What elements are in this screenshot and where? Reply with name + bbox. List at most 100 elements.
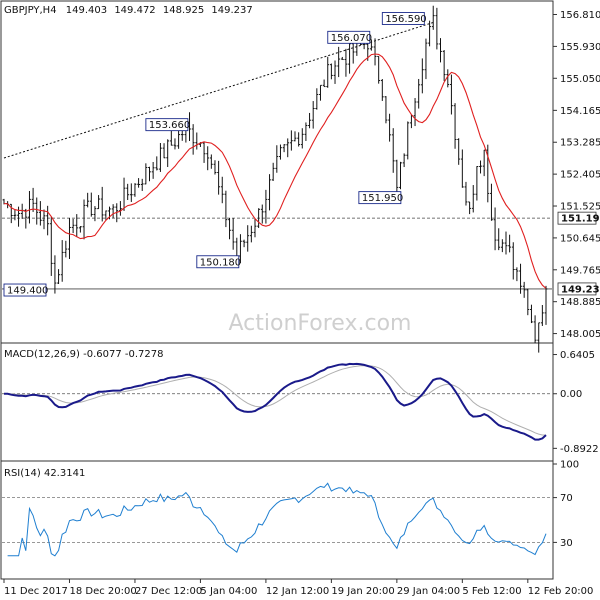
x-tick-label: 12 Feb 20:00 bbox=[528, 586, 594, 597]
ohlc-low: 148.925 bbox=[163, 5, 204, 16]
ohlc-bar bbox=[35, 197, 39, 225]
ohlc-bar bbox=[286, 138, 290, 158]
ohlc-bar bbox=[442, 50, 446, 81]
ohlc-bar bbox=[122, 177, 126, 211]
ohlc-bar bbox=[191, 124, 195, 155]
ohlc-bar bbox=[71, 218, 75, 234]
x-tick-label: 27 Dec 12:00 bbox=[135, 586, 202, 597]
ohlc-bar bbox=[217, 160, 221, 195]
ohlc-bar bbox=[493, 207, 497, 251]
y-tick-label: 154.165 bbox=[560, 106, 600, 117]
ohlc-bar bbox=[435, 7, 439, 50]
x-tick-label: 5 Feb 12:00 bbox=[462, 586, 521, 597]
ohlc-bar bbox=[424, 38, 428, 80]
ohlc-bar bbox=[500, 239, 504, 253]
ohlc-bar bbox=[253, 218, 257, 238]
ohlc-bar bbox=[159, 143, 162, 172]
ohlc-bar bbox=[395, 159, 399, 192]
ohlc-bar bbox=[228, 217, 231, 240]
x-tick-label: 29 Jan 04:00 bbox=[397, 586, 460, 597]
ohlc-bar bbox=[373, 38, 377, 66]
ohlc-bar bbox=[239, 234, 242, 264]
ohlc-bar bbox=[20, 203, 24, 219]
ohlc-open: 149.403 bbox=[66, 5, 107, 16]
ohlc-bar bbox=[329, 63, 333, 80]
x-tick-label: 12 Jan 12:00 bbox=[266, 586, 329, 597]
ohlc-bar bbox=[68, 217, 71, 259]
ohlc-bar bbox=[169, 130, 173, 146]
ohlc-bar bbox=[333, 60, 337, 84]
moving-average-line bbox=[3, 53, 547, 289]
ohlc-bar bbox=[322, 79, 326, 88]
ohlc-bar bbox=[377, 55, 381, 84]
ohlc-bar bbox=[42, 209, 46, 230]
macd-lines bbox=[2, 362, 552, 441]
level-box bbox=[3, 283, 47, 297]
level-label: 151.950 bbox=[358, 191, 403, 205]
ohlc-bar bbox=[220, 176, 224, 204]
sma-line bbox=[3, 53, 547, 289]
macd-y-tick-label: 0.00 bbox=[560, 389, 582, 400]
ohlc-bar bbox=[162, 143, 166, 159]
ohlc-bar bbox=[49, 216, 53, 276]
rsi-y-tick-label: 30 bbox=[560, 538, 573, 549]
rsi-line bbox=[7, 482, 547, 557]
ohlc-bar bbox=[417, 78, 421, 109]
ohlc-bar bbox=[209, 154, 213, 169]
level-value: 150.180 bbox=[200, 257, 241, 268]
ohlc-bar bbox=[391, 128, 395, 173]
ohlc-bar bbox=[304, 122, 308, 141]
ohlc-bar bbox=[526, 288, 530, 316]
ohlc-bar bbox=[64, 240, 68, 258]
y-tick-label: 155.930 bbox=[560, 42, 600, 53]
ohlc-bar bbox=[133, 183, 137, 197]
y-tick-label: 151.525 bbox=[560, 202, 600, 213]
ohlc-bar bbox=[450, 74, 453, 115]
price-gridlines bbox=[2, 217, 552, 290]
ohlc-bar bbox=[406, 121, 410, 160]
x-tick-label: 11 Dec 2017 bbox=[4, 586, 68, 597]
level-label: 156.590 bbox=[381, 12, 427, 25]
ohlc-bar bbox=[166, 139, 170, 168]
chart-title: GBPJPY,H4 149.403 149.472 148.925 149.23… bbox=[4, 5, 253, 16]
ohlc-bar bbox=[497, 228, 501, 251]
ohlc-bar bbox=[257, 208, 261, 228]
watermark: ActionForex.com bbox=[229, 311, 412, 336]
ohlc-bar bbox=[89, 192, 93, 217]
ohlc-bar bbox=[337, 46, 341, 78]
ohlc-bar bbox=[60, 240, 64, 282]
ohlc-bar bbox=[384, 96, 388, 124]
ohlc-bar bbox=[24, 208, 28, 229]
ohlc-bar bbox=[289, 130, 293, 151]
ohlc-bar bbox=[453, 103, 457, 149]
ohlc-bar bbox=[340, 56, 344, 61]
macd-y-axis: 0.6405 0.00 -0.8922 bbox=[553, 350, 599, 455]
level-label: 149.400 bbox=[3, 283, 48, 297]
y-tick-label: 153.285 bbox=[560, 138, 600, 149]
price-bars bbox=[2, 5, 548, 353]
ohlc-bar bbox=[311, 101, 315, 129]
y-tick-label: 148.005 bbox=[560, 329, 600, 340]
ohlc-bar bbox=[13, 209, 17, 221]
ohlc-bar bbox=[224, 190, 228, 228]
ohlc-bar bbox=[242, 239, 246, 248]
ohlc-bar bbox=[213, 160, 217, 175]
ohlc-bar bbox=[75, 214, 79, 238]
ohlc-bar bbox=[369, 39, 373, 51]
macd-y-tick-label: -0.8922 bbox=[560, 444, 599, 455]
ohlc-bar bbox=[129, 183, 133, 202]
rsi-y-tick-label: 70 bbox=[560, 493, 573, 504]
symbol-timeframe: GBPJPY,H4 bbox=[4, 5, 57, 16]
level-value: 156.590 bbox=[385, 14, 426, 25]
ohlc-bar bbox=[97, 195, 100, 210]
ohlc-bar bbox=[46, 205, 50, 236]
ohlc-bar bbox=[38, 201, 42, 226]
ohlc-bar bbox=[544, 285, 548, 325]
ohlc-bar bbox=[420, 58, 424, 94]
level-box bbox=[358, 191, 402, 205]
ohlc-bar bbox=[464, 181, 468, 206]
ohlc-bar bbox=[282, 144, 286, 153]
level-box bbox=[381, 12, 425, 25]
ohlc-bar bbox=[111, 204, 115, 219]
